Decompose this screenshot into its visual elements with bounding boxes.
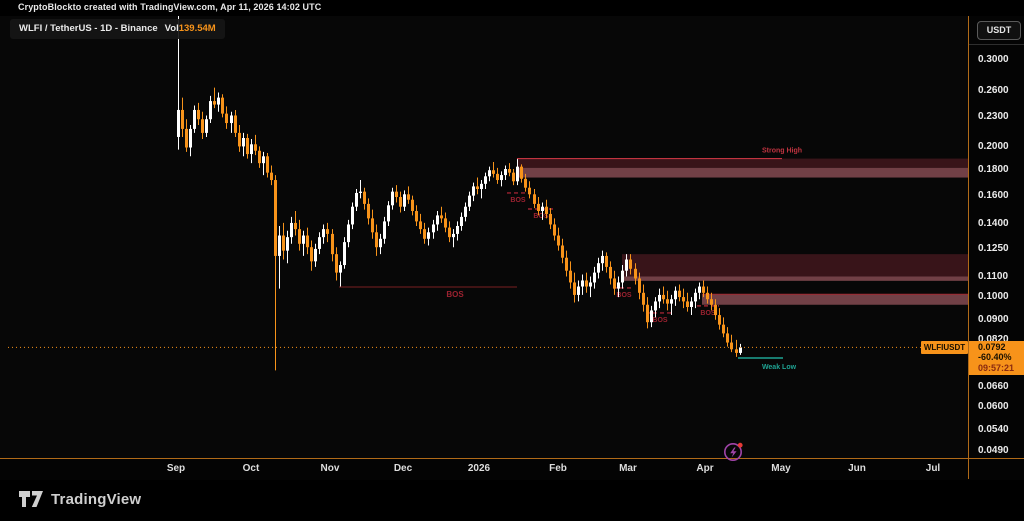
price-tick-label: 0.1600	[978, 189, 1009, 201]
attribution-text: CryptoBlockto created with TradingView.c…	[18, 2, 322, 12]
lightning-bolt-icon	[724, 442, 743, 461]
symbol-legend[interactable]: WLFI / TetherUS - 1D - Binance Vol139.54M	[10, 19, 225, 39]
bar-countdown: 09:57:21	[978, 362, 1015, 373]
time-tick-label: Jun	[848, 463, 866, 474]
price-tick-label: 0.3000	[978, 54, 1009, 65]
axis-corner-line	[968, 459, 969, 479]
price-tick-label: 0.1000	[978, 291, 1009, 303]
last-price-value: 0.0792	[978, 341, 1006, 352]
price-tick-label: 0.2000	[978, 141, 1009, 153]
price-tick-label: 0.1800	[978, 164, 1009, 176]
price-tick-label: 0.0660	[978, 380, 1009, 392]
chart-pane-background	[0, 16, 968, 458]
time-tick-label: 2026	[467, 463, 491, 474]
time-tick-label: Mar	[619, 463, 637, 474]
price-tick-label: 0.1250	[978, 242, 1009, 254]
price-tick-label: 0.0820	[978, 333, 1009, 345]
attribution-bar: CryptoBlockto created with TradingView.c…	[0, 0, 1024, 16]
time-tick-label: Nov	[320, 463, 340, 474]
time-tick-label: Sep	[166, 463, 186, 474]
events-icon[interactable]	[722, 440, 745, 463]
price-tick-label: 0.1400	[978, 218, 1009, 230]
time-tick-label: Apr	[696, 463, 714, 474]
time-tick-label: Feb	[549, 463, 567, 474]
price-tick-label: 0.0540	[978, 424, 1009, 436]
time-tick-label: May	[771, 463, 791, 474]
price-scale-area[interactable]	[968, 16, 1024, 459]
price-tick-label: 0.0490	[978, 445, 1009, 456]
volume-label: Vol	[164, 23, 179, 34]
footer-bar	[0, 480, 1024, 521]
tradingview-logo-text: TradingView	[51, 490, 142, 508]
symbol-title: WLFI / TetherUS - 1D - Binance	[19, 23, 158, 34]
price-tick-label: 0.1100	[978, 270, 1009, 282]
price-tick-label: 0.0600	[978, 401, 1009, 413]
last-price-badge: 0.0792 -60.40% 09:57:21	[969, 340, 1024, 376]
currency-toggle-button[interactable]: USDT	[977, 21, 1021, 40]
time-tick-label: Dec	[393, 463, 413, 474]
tradingview-logo-icon	[19, 491, 43, 507]
time-tick-label: Oct	[242, 463, 260, 474]
last-price-change: -60.40%	[978, 352, 1012, 363]
price-tick-label: 0.2300	[978, 111, 1009, 123]
notification-dot	[737, 442, 743, 448]
price-tick-label: 0.0900	[978, 313, 1009, 325]
time-tick-label: Jul	[925, 463, 941, 474]
tradingview-logo[interactable]: TradingView	[18, 487, 141, 511]
price-tick-label: 0.2600	[978, 84, 1009, 96]
price-scale-divider	[969, 44, 1024, 45]
volume-value: 139.54M	[178, 23, 216, 34]
price-line-symbol-label: WLFIUSDT	[921, 340, 968, 354]
